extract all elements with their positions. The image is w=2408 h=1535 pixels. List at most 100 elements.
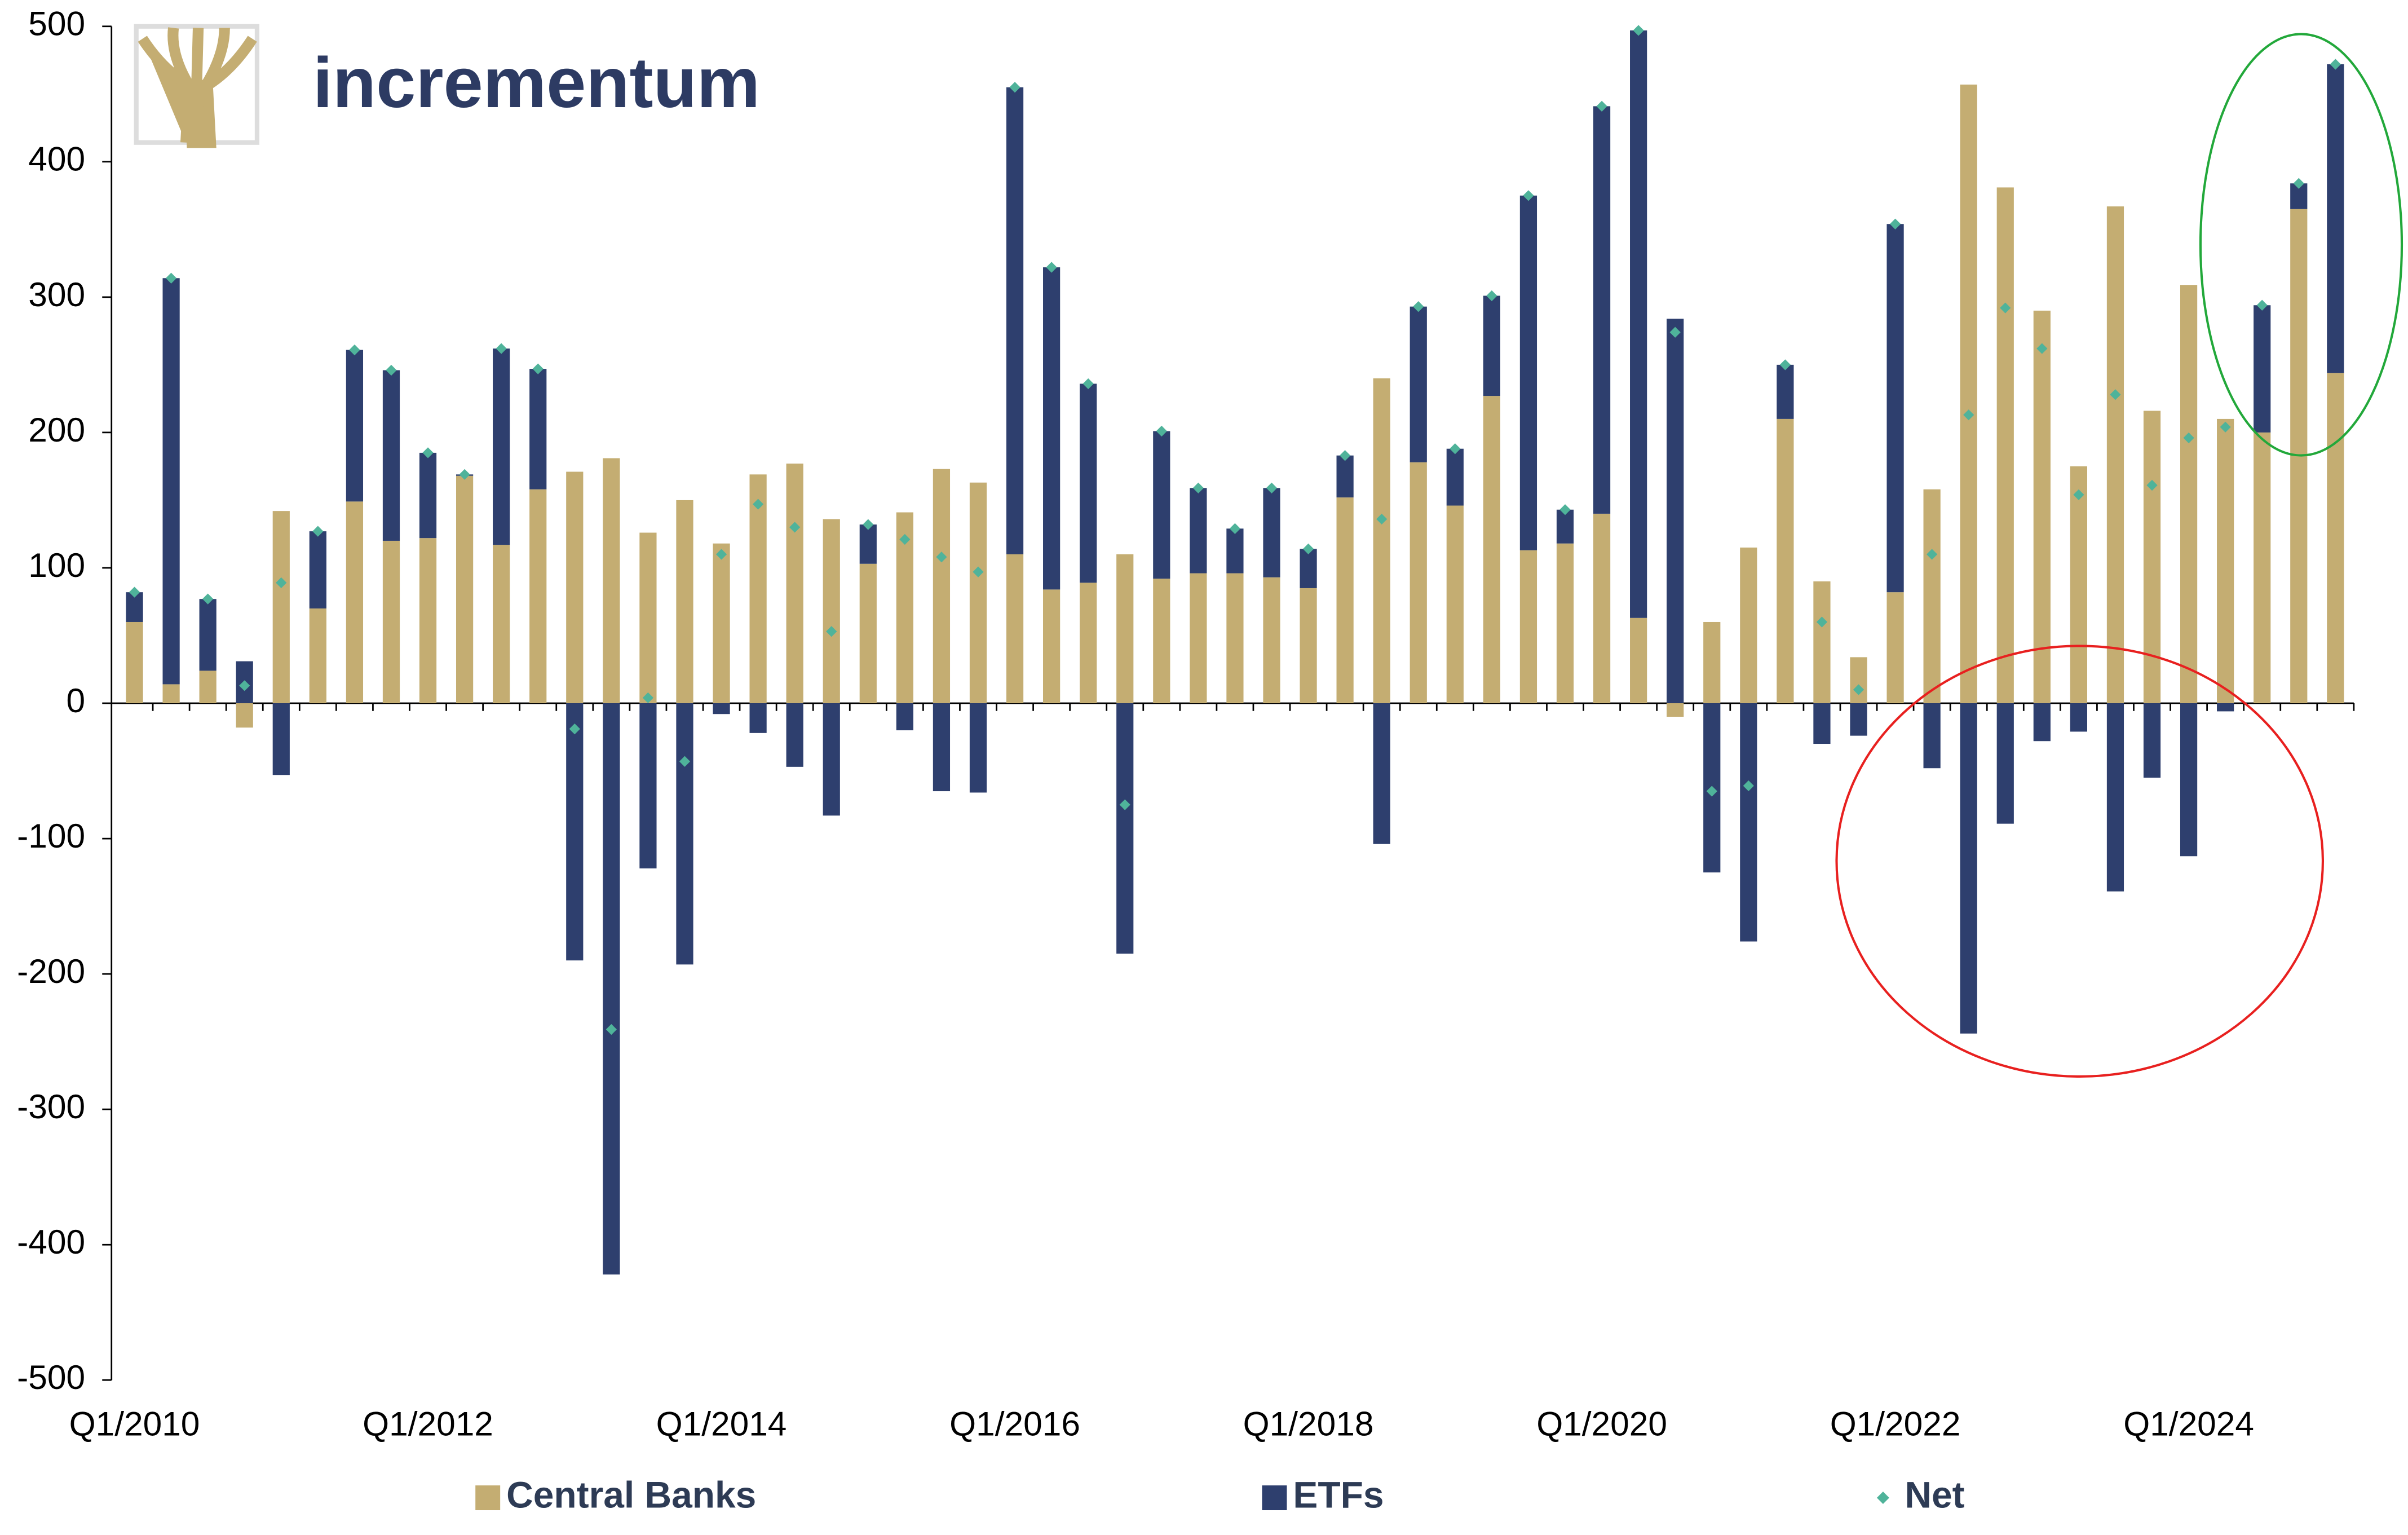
bar [162, 684, 180, 704]
net-marker [2146, 479, 2158, 491]
bar [2106, 206, 2124, 704]
bar [823, 519, 840, 704]
bar [1483, 396, 1500, 704]
bar [1923, 703, 1941, 769]
bar [603, 458, 620, 704]
bar [382, 370, 400, 541]
bar [382, 540, 400, 704]
bar [1006, 87, 1024, 554]
y-tick-label: -300 [17, 1087, 85, 1126]
bar [1630, 617, 1647, 704]
logo-text: incrementum [313, 43, 760, 122]
bar [1336, 455, 1354, 498]
net-marker [826, 626, 837, 637]
bar [1593, 106, 1611, 514]
bar [1960, 703, 1977, 1034]
net-marker [1302, 543, 1314, 554]
net-marker [1853, 684, 1864, 695]
bar [1593, 513, 1611, 704]
x-tick-label: Q1/2018 [1243, 1405, 1374, 1443]
net-marker [973, 566, 984, 577]
bar [493, 349, 510, 545]
bar [1410, 306, 1427, 462]
bar [786, 464, 803, 704]
x-tick-label: Q1/2024 [2123, 1405, 2254, 1443]
bar [2217, 418, 2234, 704]
bar [676, 500, 693, 704]
bar [713, 703, 730, 714]
y-tick-label: 0 [66, 681, 85, 720]
bar [1740, 703, 1757, 942]
bar [2327, 373, 2344, 704]
net-marker [2183, 432, 2194, 444]
logo-tree [138, 27, 257, 148]
bar [2143, 703, 2161, 778]
bar [896, 703, 913, 731]
bar [309, 608, 326, 704]
bar [1740, 547, 1757, 704]
net-marker [789, 522, 801, 533]
bar [2254, 432, 2271, 704]
bar [1080, 583, 1097, 704]
bar [2254, 305, 2271, 433]
net-marker [1046, 262, 1057, 273]
bar [2327, 64, 2344, 373]
bar [1556, 509, 1574, 544]
bar [1446, 505, 1464, 704]
bar [199, 671, 217, 704]
net-marker [1743, 780, 1754, 792]
bar [1263, 488, 1280, 577]
bar [309, 531, 326, 608]
net-marker [1889, 218, 1901, 230]
net-marker [1192, 482, 1204, 493]
bar [1556, 543, 1574, 704]
bar [2143, 411, 2161, 704]
net-marker [1229, 523, 1241, 534]
bar [603, 703, 620, 1275]
bar [1996, 703, 2014, 824]
net-marker [239, 680, 250, 691]
net-marker [1559, 504, 1571, 515]
x-tick-label: Q1/2014 [656, 1405, 787, 1443]
bar [1300, 588, 1317, 704]
net-marker [2073, 489, 2084, 500]
bar [749, 703, 767, 733]
bar [1996, 187, 2014, 704]
net-marker [642, 692, 654, 704]
net-marker [936, 552, 947, 563]
bar [1886, 592, 1904, 704]
bar [419, 538, 437, 704]
net-marker [312, 526, 324, 537]
legend-label: Net [1905, 1474, 1964, 1515]
y-tick-label: 100 [28, 546, 85, 584]
bar [1153, 431, 1170, 579]
net-marker [1450, 443, 1461, 455]
x-tick-label: Q1/2010 [69, 1405, 200, 1443]
net-marker [899, 533, 911, 545]
bar [1336, 497, 1354, 704]
y-tick-label: 200 [28, 411, 85, 449]
bar [859, 524, 877, 564]
bar [2033, 310, 2051, 704]
bar [1263, 577, 1280, 704]
bar [126, 621, 143, 704]
net-marker [2293, 178, 2304, 189]
y-tick-label: 300 [28, 275, 85, 314]
bar [2217, 703, 2234, 712]
bar [2106, 703, 2124, 892]
bar [1080, 383, 1097, 583]
net-marker [1596, 100, 1607, 112]
bar [676, 703, 693, 965]
bar [566, 471, 584, 704]
bar [1886, 224, 1904, 593]
bar [1373, 703, 1390, 844]
legend-label: Central Banks [506, 1474, 756, 1515]
bar [1483, 295, 1500, 396]
y-tick-label: 500 [28, 5, 85, 43]
highlight-ellipse [1835, 645, 2324, 1078]
highlight-ellipse [2199, 33, 2403, 457]
legend-marker [1876, 1492, 1889, 1505]
net-marker [1523, 190, 1534, 201]
x-tick-label: Q1/2020 [1536, 1405, 1667, 1443]
